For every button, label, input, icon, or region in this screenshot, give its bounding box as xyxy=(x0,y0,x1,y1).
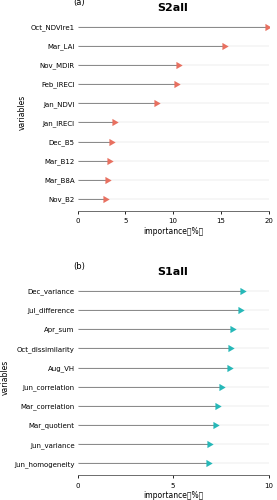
Title: S2all: S2all xyxy=(158,3,189,13)
Y-axis label: variables: variables xyxy=(1,360,10,395)
Text: (b): (b) xyxy=(74,262,86,272)
Title: S1all: S1all xyxy=(158,267,189,277)
X-axis label: importance（%）: importance（%） xyxy=(143,227,203,236)
Y-axis label: variables: variables xyxy=(17,95,27,130)
Text: (a): (a) xyxy=(74,0,85,7)
X-axis label: importance（%）: importance（%） xyxy=(143,492,203,500)
